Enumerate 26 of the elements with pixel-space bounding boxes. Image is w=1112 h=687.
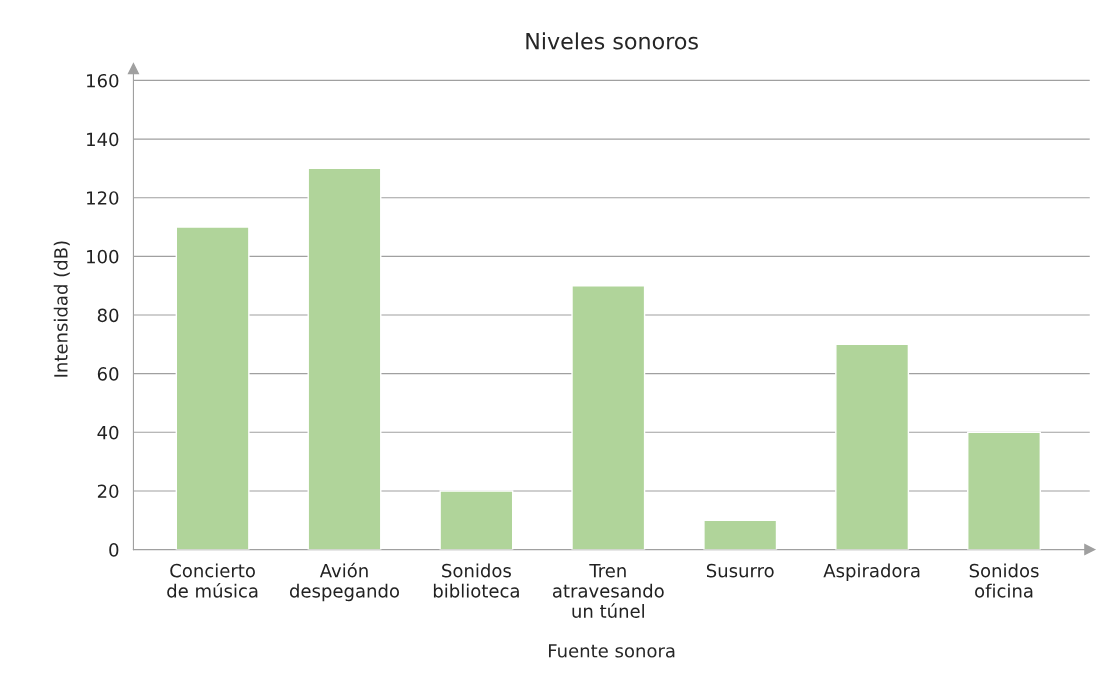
y-tick-label: 0	[109, 543, 119, 557]
chart-title: Niveles sonoros	[526, 32, 698, 50]
bar	[175, 226, 250, 550]
y-tick-label: 120	[87, 191, 119, 205]
x-tick-label: Susurro	[706, 563, 774, 578]
y-axis-title: Intensidad (dB)	[53, 241, 70, 377]
x-tick-label: Avión despegando	[289, 562, 400, 602]
y-tick-label: 80	[97, 308, 119, 323]
y-tick-label: 60	[97, 367, 119, 381]
x-tick-label: Tren atravesando un túnel	[552, 564, 664, 618]
x-tick-label: Aspiradora	[823, 563, 920, 581]
y-tick-label: 20	[97, 484, 119, 499]
x-tick-label: Concierto de música	[167, 563, 258, 598]
y-tick-label: 160	[87, 73, 119, 88]
bar	[307, 167, 382, 550]
bar	[439, 490, 514, 550]
bar	[835, 343, 910, 550]
y-tick-label: 140	[87, 132, 119, 147]
x-tick-label: Sonidos oficina	[969, 563, 1039, 598]
y-tick-label: 40	[97, 425, 119, 440]
x-tick-label: Sonidos biblioteca	[433, 563, 519, 598]
bar	[571, 284, 646, 550]
x-axis-title: Fuente sonora	[549, 644, 675, 658]
bar	[967, 431, 1041, 550]
bar	[703, 519, 778, 550]
y-tick-label: 100	[87, 249, 119, 264]
